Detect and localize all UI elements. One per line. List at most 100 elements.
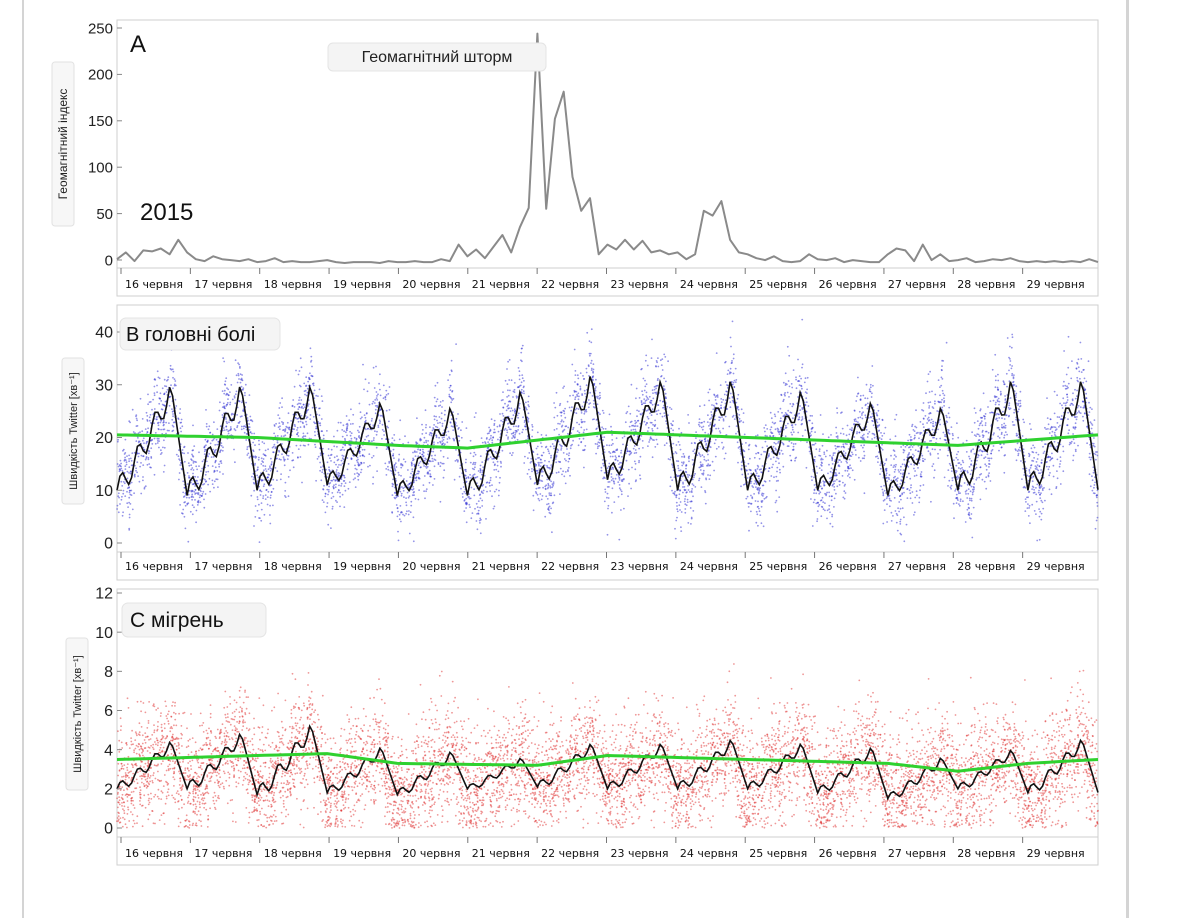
data-point — [320, 479, 323, 482]
data-point — [399, 505, 402, 507]
data-point — [388, 386, 391, 388]
data-point — [555, 428, 558, 430]
data-point — [569, 394, 571, 397]
data-point — [918, 501, 921, 504]
data-point — [132, 431, 135, 433]
data-point — [430, 432, 432, 434]
data-point — [680, 530, 683, 532]
data-point — [150, 439, 152, 442]
data-point — [117, 495, 120, 498]
data-point — [896, 529, 899, 532]
data-point — [225, 428, 228, 431]
data-point — [358, 425, 361, 428]
data-point — [740, 420, 742, 422]
data-point — [480, 437, 483, 439]
data-point — [750, 510, 752, 513]
data-point — [458, 475, 461, 478]
data-point — [153, 422, 156, 425]
data-point — [903, 458, 906, 461]
data-point — [245, 401, 248, 404]
data-point — [555, 471, 558, 474]
data-point — [791, 386, 794, 389]
data-point — [561, 445, 563, 448]
data-point — [312, 392, 315, 395]
data-point — [754, 500, 757, 502]
data-point — [640, 435, 643, 437]
data-point — [608, 462, 611, 465]
data-point — [253, 525, 255, 527]
data-point — [162, 428, 165, 431]
data-point — [372, 366, 375, 369]
data-point — [672, 442, 675, 445]
data-point — [782, 415, 785, 418]
data-point — [282, 421, 285, 424]
data-point — [470, 517, 473, 520]
data-point — [509, 389, 511, 392]
data-point — [491, 458, 494, 460]
data-point — [813, 484, 816, 486]
data-point — [385, 474, 388, 476]
data-point — [499, 413, 501, 415]
data-point — [226, 402, 229, 404]
data-point — [148, 419, 151, 422]
data-point — [425, 426, 427, 429]
data-point — [455, 459, 458, 461]
data-point — [811, 415, 813, 417]
data-point — [672, 429, 674, 432]
data-point — [893, 450, 896, 452]
data-point — [339, 421, 342, 424]
data-point — [439, 500, 442, 503]
data-point — [548, 492, 551, 494]
data-point — [756, 464, 759, 467]
data-point — [180, 418, 183, 421]
data-point — [128, 501, 131, 504]
data-point — [727, 369, 730, 372]
data-point — [207, 428, 210, 431]
data-point — [400, 466, 403, 469]
data-point — [708, 425, 710, 427]
data-point — [792, 403, 795, 406]
data-point — [670, 422, 672, 425]
data-point — [742, 421, 745, 424]
data-point — [699, 405, 701, 408]
data-point — [429, 473, 432, 475]
data-point — [942, 392, 944, 395]
data-point — [918, 462, 920, 465]
data-point — [951, 437, 954, 440]
data-point — [887, 476, 890, 479]
data-point — [498, 425, 501, 428]
data-point — [155, 418, 158, 420]
data-point — [798, 384, 801, 386]
data-point — [548, 511, 551, 514]
data-point — [940, 401, 943, 404]
data-point — [715, 447, 718, 450]
data-point — [577, 444, 580, 447]
data-point — [200, 495, 203, 497]
data-point — [763, 497, 766, 500]
data-point — [780, 393, 783, 396]
data-point — [638, 461, 640, 464]
data-point — [846, 470, 849, 472]
data-point — [244, 392, 246, 394]
data-point — [471, 467, 474, 470]
data-point — [831, 463, 834, 465]
data-point — [393, 464, 396, 467]
data-point — [513, 408, 516, 411]
data-point — [159, 421, 162, 424]
data-point — [537, 471, 540, 474]
data-point — [806, 441, 808, 444]
data-point — [832, 483, 834, 486]
data-point — [698, 418, 701, 420]
data-point — [250, 494, 253, 497]
data-point — [522, 386, 525, 389]
data-point — [878, 418, 881, 420]
data-point — [875, 412, 878, 414]
data-point — [855, 420, 858, 423]
data-point — [226, 403, 229, 406]
data-point — [188, 475, 190, 477]
data-point — [206, 441, 209, 443]
data-point — [544, 446, 547, 449]
data-point — [807, 405, 810, 407]
data-point — [421, 423, 423, 426]
data-point — [899, 469, 902, 471]
